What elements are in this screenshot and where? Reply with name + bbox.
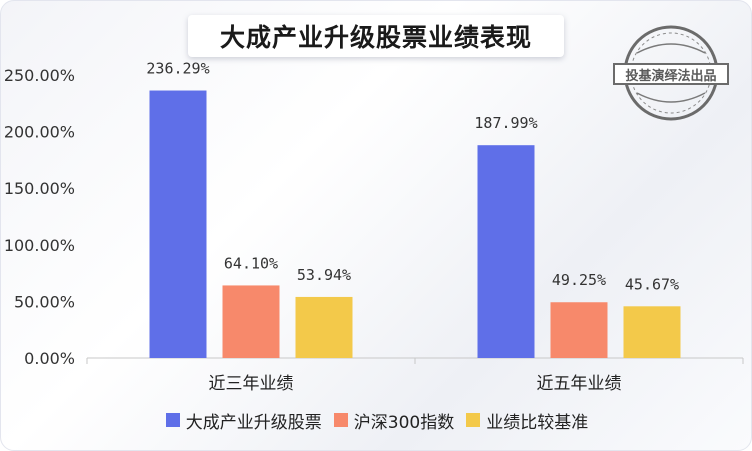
y-tick-label: 250.00% <box>4 66 75 85</box>
data-label: 236.29% <box>146 60 209 78</box>
legend-item: 大成产业升级股票 <box>165 408 322 433</box>
data-label: 187.99% <box>474 114 537 132</box>
legend-label: 沪深300指数 <box>353 412 455 433</box>
legend-swatch <box>165 413 180 427</box>
legend-item: 业绩比较基准 <box>466 408 588 433</box>
y-tick-label: 200.00% <box>4 123 75 142</box>
legend-label: 业绩比较基准 <box>486 412 589 433</box>
watermark-stamp: 投基演绎法出品 <box>607 23 735 123</box>
legend-label: 大成产业升级股票 <box>185 412 322 433</box>
y-tick-label: 150.00% <box>4 179 75 198</box>
legend-swatch <box>333 413 348 427</box>
legend-item: 沪深300指数 <box>333 408 455 433</box>
data-label: 49.25% <box>552 271 606 289</box>
data-label: 53.94% <box>297 266 351 284</box>
bar <box>623 306 681 358</box>
bar <box>295 296 353 358</box>
chart-title-box: 大成产业升级股票业绩表现 <box>188 15 564 57</box>
y-tick-label: 100.00% <box>4 236 75 255</box>
y-tick-label: 0.00% <box>24 349 75 368</box>
watermark-text: 投基演绎法出品 <box>613 63 729 85</box>
x-category-label: 近三年业绩 <box>209 374 294 394</box>
bar <box>149 90 207 359</box>
bar <box>550 302 608 358</box>
chart-legend: 大成产业升级股票 沪深300指数 业绩比较基准 <box>1 408 751 433</box>
y-tick-label: 50.00% <box>14 292 75 311</box>
data-label: 45.67% <box>625 275 679 293</box>
legend-swatch <box>466 413 481 427</box>
x-category-label: 近五年业绩 <box>537 374 622 394</box>
chart-title: 大成产业升级股票业绩表现 <box>219 23 532 52</box>
data-label: 64.10% <box>224 254 278 272</box>
bar <box>477 145 535 358</box>
bar <box>222 285 280 358</box>
